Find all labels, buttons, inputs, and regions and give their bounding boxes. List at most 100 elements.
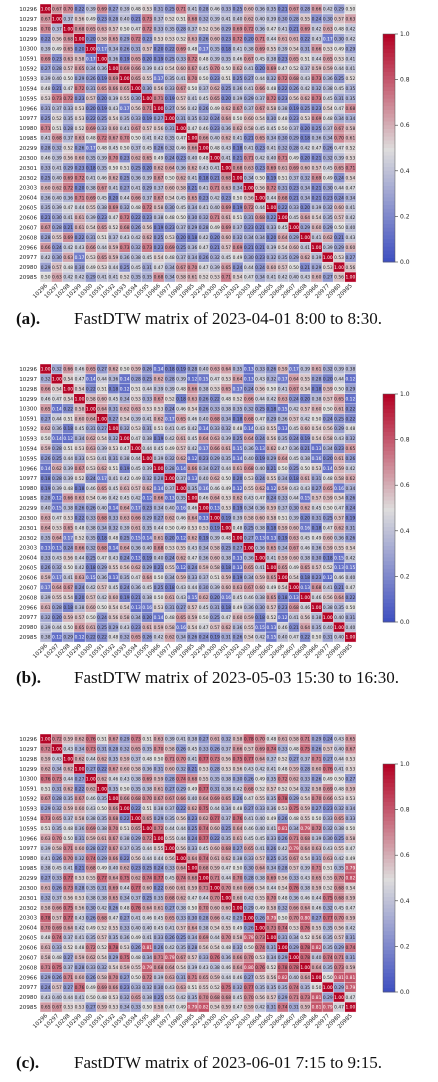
colorbar-segment xyxy=(383,170,395,175)
cell-value-label: 0.25 xyxy=(300,106,310,112)
cell-value-label: 0.57 xyxy=(176,96,186,102)
cell-value-label: 0.73 xyxy=(52,96,62,102)
cell-value-label: 0.47 xyxy=(278,66,288,72)
cell-value-label: 0.43 xyxy=(244,496,254,502)
cell-value-label: 0.35 xyxy=(345,86,355,92)
cell-value-label: 0.58 xyxy=(176,275,186,281)
cell-value-label: 0.33 xyxy=(131,1005,141,1011)
cell-value-label: 1.00 xyxy=(244,185,254,191)
cell-value-label: 0.41 xyxy=(63,575,73,581)
cell-value-label: 0.56 xyxy=(154,126,164,132)
cell-value-label: 0.43 xyxy=(120,776,130,782)
cell-value-label: 0.32 xyxy=(41,615,51,621)
cell-value-label: 0.13 xyxy=(312,446,322,452)
cell-value-label: 0.65 xyxy=(41,1005,51,1011)
cell-value-label: 0.36 xyxy=(199,555,209,561)
cell-value-label: 0.62 xyxy=(176,456,186,462)
cell-value-label: 0.62 xyxy=(244,17,254,23)
cell-value-label: 0.32 xyxy=(120,995,130,1001)
cell-value-label: 0.34 xyxy=(255,275,265,281)
cell-value-label: 0.28 xyxy=(210,766,220,772)
cell-value-label: 0.47 xyxy=(97,555,107,561)
cell-value-label: 0.21 xyxy=(278,7,288,13)
cell-value-label: 0.22 xyxy=(86,387,96,393)
cell-value-label: 0.32 xyxy=(233,235,243,241)
y-tick-label: 10595 xyxy=(19,456,37,462)
cell-value-label: 0.69 xyxy=(97,7,107,13)
cell-value-label: 0.13 xyxy=(187,476,197,482)
cell-value-label: 0.54 xyxy=(154,255,164,261)
cell-value-label: 0.38 xyxy=(131,776,141,782)
y-tick-label: 10298 xyxy=(19,387,37,393)
cell-value-label: 0.65 xyxy=(63,526,73,532)
cell-value-label: 0.75 xyxy=(120,876,130,882)
cell-value-label: 0.71 xyxy=(300,737,310,743)
cell-value-label: 0.35 xyxy=(131,275,141,281)
cell-value-label: 0.58 xyxy=(345,836,355,842)
cell-value-label: 0.41 xyxy=(278,27,288,33)
cell-value-label: 0.73 xyxy=(210,757,220,763)
cell-value-label: 0.62 xyxy=(199,816,209,822)
cell-value-label: 0.72 xyxy=(266,185,276,191)
cell-value-label: 0.62 xyxy=(142,235,152,241)
cell-value-label: 0.54 xyxy=(52,387,62,393)
cell-value-label: 0.46 xyxy=(176,516,186,522)
cell-value-label: 0.17 xyxy=(97,46,107,52)
cell-value-label: 0.55 xyxy=(255,896,265,902)
cell-value-label: 0.40 xyxy=(312,955,322,961)
cell-value-label: 0.53 xyxy=(97,265,107,271)
cell-value-label: 0.37 xyxy=(233,225,243,231)
cell-value-label: 0.48 xyxy=(278,896,288,902)
cell-value-label: 0.23 xyxy=(165,225,175,231)
cell-value-label: 0.14 xyxy=(154,367,164,373)
cell-value-label: 0.34 xyxy=(278,476,288,482)
cell-value-label: 0.48 xyxy=(165,215,175,221)
cell-value-label: 0.41 xyxy=(176,76,186,82)
cell-value-label: 0.40 xyxy=(278,635,288,641)
cell-value-label: 1.00 xyxy=(323,615,333,621)
cell-value-label: 0.49 xyxy=(312,535,322,541)
cell-value-label: 0.29 xyxy=(278,995,288,1001)
cell-value-label: 0.27 xyxy=(63,985,73,991)
cell-value-label: 0.21 xyxy=(289,27,299,33)
cell-value-label: 0.43 xyxy=(52,757,62,763)
cell-value-label: 0.60 xyxy=(108,126,118,132)
cell-value-label: 0.39 xyxy=(278,46,288,52)
cell-value-label: 0.46 xyxy=(108,776,118,782)
cell-value-label: 0.59 xyxy=(334,466,344,472)
cell-value-label: 0.42 xyxy=(187,426,197,432)
cell-value-label: 0.17 xyxy=(289,367,299,373)
cell-value-label: 0.50 xyxy=(63,625,73,631)
cell-value-label: 0.29 xyxy=(221,27,231,33)
cell-value-label: 0.34 xyxy=(142,955,152,961)
cell-value-label: 0.47 xyxy=(187,555,197,561)
cell-value-label: 0.34 xyxy=(131,615,141,621)
cell-value-label: 0.40 xyxy=(41,506,51,512)
colorbar-segment xyxy=(383,197,395,202)
cell-value-label: 0.47 xyxy=(345,846,355,852)
cell-value-label: 1.00 xyxy=(345,275,355,281)
cell-value-label: 0.66 xyxy=(63,367,73,373)
cell-value-label: 0.24 xyxy=(323,416,333,422)
cell-value-label: 0.45 xyxy=(108,146,118,152)
cell-value-label: 0.42 xyxy=(75,565,85,571)
cell-value-label: 0.81 xyxy=(312,995,322,1001)
cell-value-label: 0.15 xyxy=(345,565,355,571)
cell-value-label: 0.59 xyxy=(266,506,276,512)
cell-value-label: 0.37 xyxy=(199,575,209,581)
cell-value-label: 0.25 xyxy=(131,166,141,172)
cell-value-label: 0.32 xyxy=(120,205,130,211)
y-tick-label: 10300 xyxy=(19,777,37,783)
cell-value-label: 0.23 xyxy=(255,166,265,172)
colorbar-segment xyxy=(383,102,395,107)
cell-value-label: 0.62 xyxy=(221,136,231,142)
cell-value-label: 0.29 xyxy=(289,945,299,951)
cell-value-label: 0.26 xyxy=(187,635,197,641)
cell-value-label: 0.70 xyxy=(233,876,243,882)
cell-value-label: 0.65 xyxy=(75,625,85,631)
colorbar-segment xyxy=(383,132,395,137)
cell-value-label: 0.50 xyxy=(131,136,141,142)
cell-value-label: 0.63 xyxy=(63,56,73,62)
cell-value-label: 0.29 xyxy=(323,995,333,1001)
cell-value-label: 0.44 xyxy=(142,446,152,452)
